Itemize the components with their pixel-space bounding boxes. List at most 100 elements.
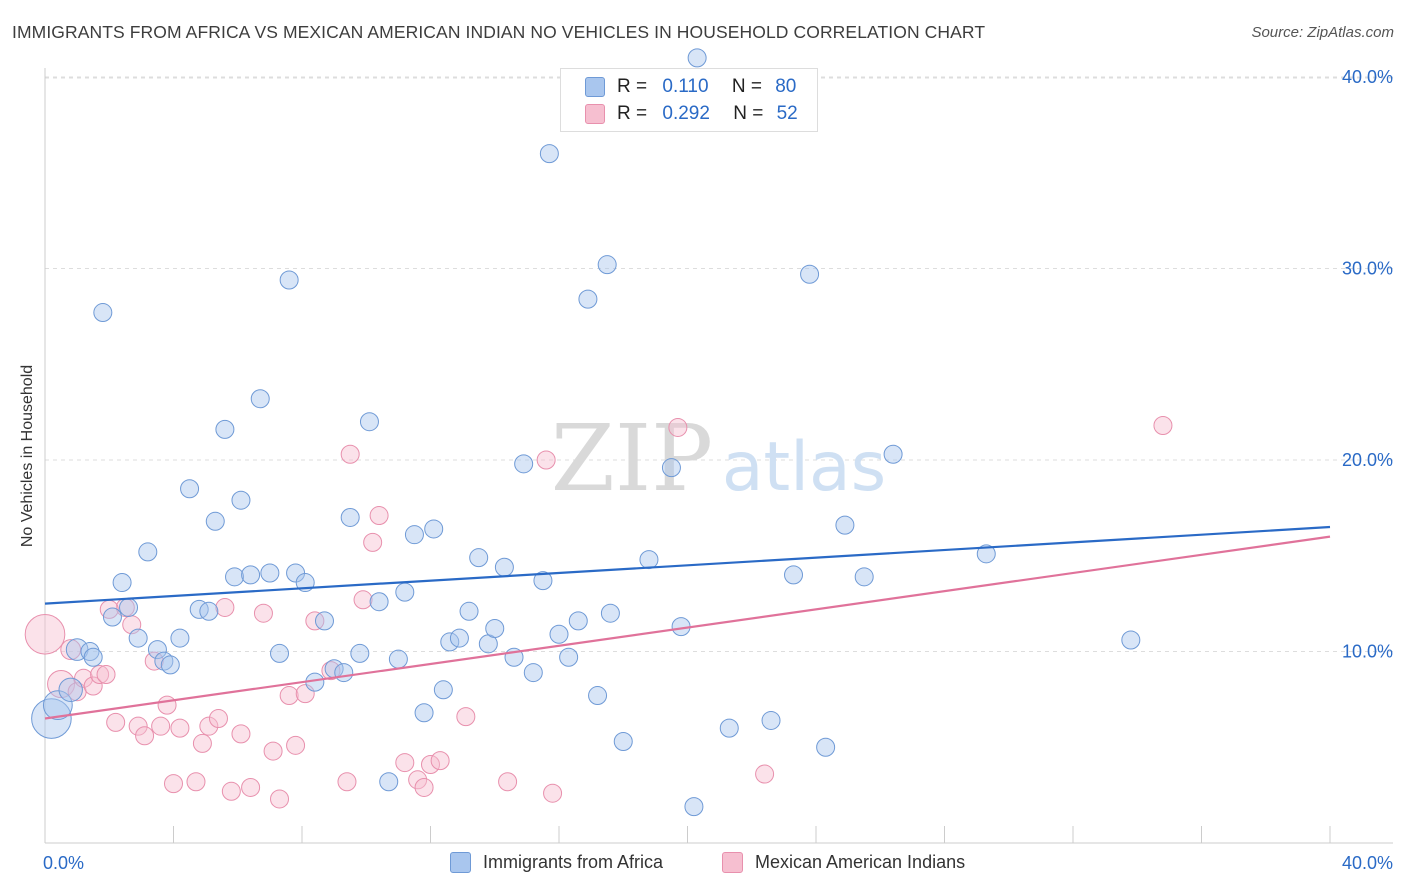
blue-data-point — [379, 772, 399, 792]
blue-data-point — [128, 628, 148, 648]
blue-data-point — [600, 603, 620, 623]
pink-data-point — [24, 613, 66, 655]
pink-data-point — [199, 716, 219, 736]
blue-data-point — [93, 303, 113, 323]
blue-data-point — [485, 619, 505, 639]
blue-data-point — [687, 48, 707, 68]
legend-swatch-pink — [585, 104, 605, 124]
pink-data-point — [192, 733, 212, 753]
legend-item-africa: Immigrants from Africa — [450, 852, 663, 873]
legend-n-label: N = — [731, 76, 762, 97]
series-legend: Immigrants from Africa Mexican American … — [0, 852, 1406, 876]
pink-data-point — [286, 735, 306, 755]
legend-swatch-blue — [450, 852, 471, 873]
pink-trend-line — [44, 535, 1331, 720]
y-tick-label: 40.0% — [1342, 67, 1393, 87]
legend-r-label: R = — [617, 103, 648, 124]
pink-data-point — [215, 597, 235, 617]
blue-data-point — [784, 565, 804, 585]
blue-data-point — [597, 255, 617, 275]
y-tick-label: 10.0% — [1342, 642, 1393, 662]
blue-data-point — [241, 565, 261, 585]
blue-data-point — [388, 649, 408, 669]
pink-data-point — [363, 532, 383, 552]
pink-data-point — [498, 772, 518, 792]
blue-series-points — [31, 48, 1141, 817]
blue-data-point — [719, 718, 739, 738]
legend-swatch-pink — [722, 852, 743, 873]
blue-data-point — [189, 599, 209, 619]
chart-title: IMMIGRANTS FROM AFRICA VS MEXICAN AMERIC… — [12, 22, 986, 42]
blue-data-point — [340, 507, 360, 527]
blue-data-point — [539, 144, 559, 164]
blue-data-point — [112, 573, 132, 593]
correlation-legend: R = 0.110 N = 80 R = 0.292 N = 52 — [560, 68, 818, 132]
blue-data-point — [761, 710, 781, 730]
legend-text-pink: R = 0.292 N = 52 — [617, 103, 798, 125]
blue-data-point — [119, 597, 139, 617]
pink-series-points — [24, 416, 1173, 809]
blue-data-point — [359, 412, 379, 432]
pink-data-point — [668, 417, 688, 437]
legend-label-africa: Immigrants from Africa — [483, 852, 664, 872]
legend-n-value: 52 — [776, 103, 798, 124]
blue-data-point — [800, 264, 820, 284]
pink-data-point — [1153, 416, 1173, 436]
y-tick-label: 30.0% — [1342, 259, 1393, 279]
blue-data-point — [395, 582, 415, 602]
pink-data-point — [279, 686, 299, 706]
source-label: Source: ZipAtlas.com — [1251, 24, 1394, 41]
pink-data-point — [337, 772, 357, 792]
legend-swatch-blue — [585, 77, 605, 97]
pink-data-point — [135, 726, 155, 746]
blue-data-point — [816, 737, 836, 757]
blue-data-point — [215, 419, 235, 439]
blue-data-point — [459, 601, 479, 621]
blue-data-point — [514, 454, 534, 474]
pink-data-point — [221, 781, 241, 801]
blue-data-point — [350, 643, 370, 663]
watermark-zip: ZIP — [551, 405, 713, 512]
blue-data-point — [58, 677, 83, 702]
pink-data-point — [414, 777, 434, 797]
blue-data-point — [250, 389, 270, 409]
pink-data-point — [369, 506, 389, 526]
pink-data-point — [270, 789, 290, 809]
blue-data-point — [449, 628, 469, 648]
blue-data-point — [138, 542, 158, 562]
pink-data-point — [83, 676, 103, 696]
pink-data-point — [755, 764, 775, 784]
pink-data-point — [144, 651, 164, 671]
blue-data-point — [883, 444, 903, 464]
pink-data-point — [421, 754, 440, 774]
blue-data-point — [102, 607, 122, 627]
pink-data-point — [170, 718, 190, 738]
blue-data-point — [613, 732, 633, 752]
blue-data-point — [494, 557, 514, 577]
blue-data-point — [231, 490, 251, 510]
pink-data-point — [128, 716, 148, 736]
blue-data-point — [433, 680, 453, 700]
pink-data-point — [263, 741, 283, 761]
legend-label-mexican-american-indians: Mexican American Indians — [755, 852, 966, 872]
pink-data-point — [151, 716, 171, 736]
pink-data-point — [543, 783, 563, 803]
blue-data-point — [1121, 630, 1141, 650]
blue-data-point — [588, 686, 608, 706]
pink-data-point — [430, 751, 450, 771]
watermark-atlas: atlas — [722, 428, 886, 507]
blue-data-point — [205, 511, 225, 531]
pink-data-point — [305, 611, 325, 631]
pink-data-point — [536, 450, 556, 470]
blue-trend-line — [44, 525, 1331, 605]
pink-data-point — [340, 444, 360, 464]
legend-r-value: 0.292 — [662, 103, 710, 124]
blue-data-point — [225, 567, 245, 587]
blue-data-point — [260, 563, 280, 583]
blue-data-point — [369, 592, 389, 612]
blue-data-point — [286, 563, 306, 583]
blue-data-point — [334, 663, 354, 683]
pink-data-point — [96, 664, 116, 684]
x-tick-label-max: 40.0% — [1342, 853, 1393, 873]
